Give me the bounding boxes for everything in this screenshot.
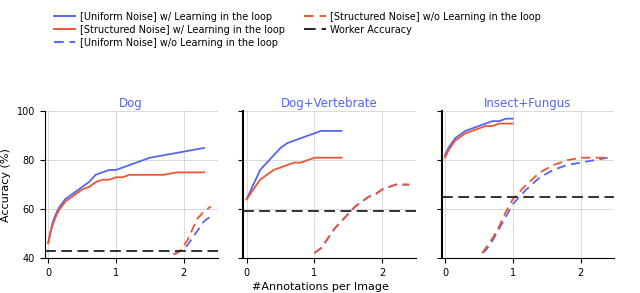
Title: Dog: Dog bbox=[119, 97, 143, 110]
Legend: [Uniform Noise] w/ Learning in the loop, [Structured Noise] w/ Learning in the l: [Uniform Noise] w/ Learning in the loop,… bbox=[50, 8, 545, 51]
Text: #Annotations per Image: #Annotations per Image bbox=[252, 282, 388, 292]
Y-axis label: Accuracy (%): Accuracy (%) bbox=[1, 148, 11, 222]
Title: Insect+Fungus: Insect+Fungus bbox=[484, 97, 572, 110]
Title: Dog+Vertebrate: Dog+Vertebrate bbox=[281, 97, 378, 110]
